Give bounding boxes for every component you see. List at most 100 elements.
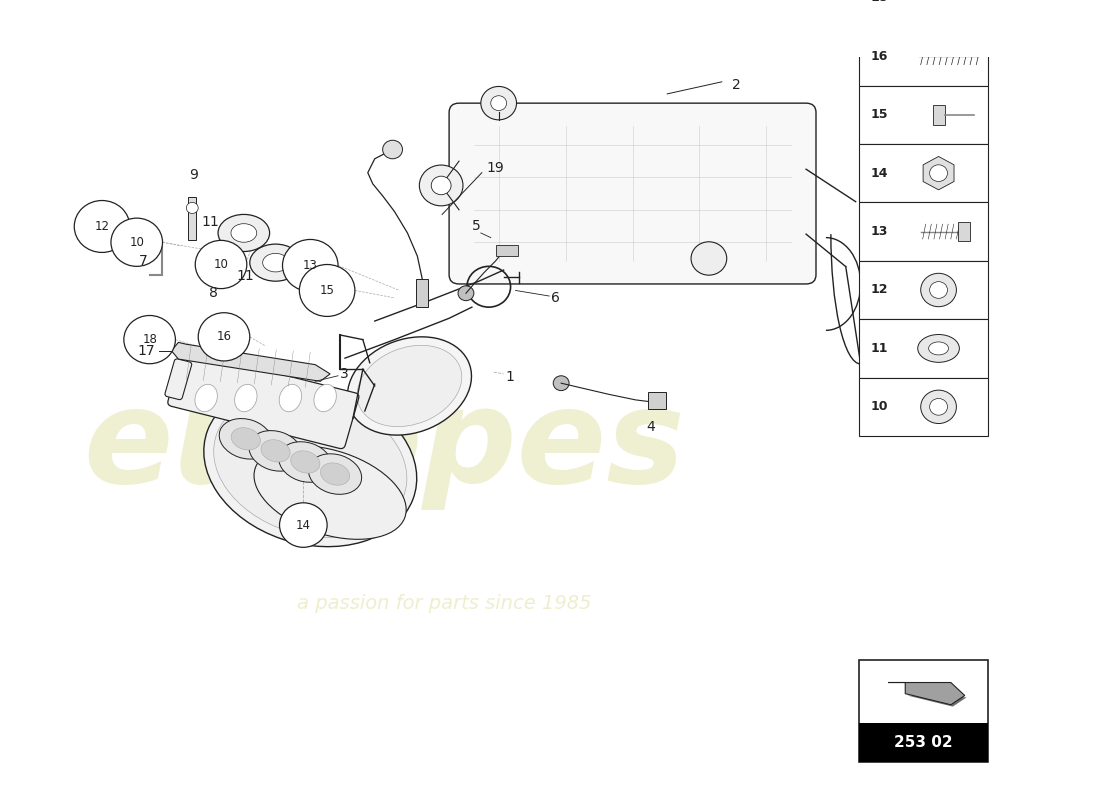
Ellipse shape (279, 384, 301, 412)
Text: 12: 12 (95, 220, 110, 233)
Circle shape (206, 259, 220, 272)
Circle shape (186, 202, 198, 214)
Ellipse shape (320, 463, 350, 486)
Polygon shape (923, 157, 954, 190)
Text: 6: 6 (551, 291, 560, 305)
Ellipse shape (928, 342, 948, 355)
Ellipse shape (254, 446, 406, 539)
Circle shape (921, 274, 956, 306)
Ellipse shape (348, 337, 472, 435)
Bar (417, 279, 428, 307)
Text: 18: 18 (142, 333, 157, 346)
Text: 7: 7 (139, 254, 147, 268)
Polygon shape (908, 695, 967, 706)
Circle shape (279, 503, 327, 547)
Text: 15: 15 (320, 284, 334, 297)
Text: 11: 11 (236, 269, 254, 282)
Circle shape (198, 313, 250, 361)
Circle shape (930, 282, 947, 298)
Bar (859, 202, 988, 261)
Bar (859, 261, 988, 319)
Ellipse shape (314, 384, 337, 412)
Bar (859, 378, 988, 436)
Ellipse shape (231, 428, 261, 450)
Ellipse shape (263, 254, 288, 272)
Text: 16: 16 (217, 330, 231, 343)
Ellipse shape (308, 454, 362, 494)
Ellipse shape (250, 244, 301, 281)
Text: 10: 10 (870, 400, 888, 414)
Ellipse shape (234, 384, 257, 412)
Text: 19: 19 (487, 161, 505, 175)
Circle shape (419, 165, 463, 206)
Polygon shape (958, 222, 970, 241)
FancyBboxPatch shape (165, 359, 191, 400)
Text: 10: 10 (130, 236, 144, 249)
Ellipse shape (218, 214, 270, 251)
Text: 10: 10 (213, 258, 229, 271)
Circle shape (75, 201, 130, 253)
Circle shape (431, 176, 451, 194)
Bar (859, 319, 988, 378)
Bar (859, 86, 988, 144)
Polygon shape (172, 342, 330, 382)
Circle shape (383, 140, 403, 158)
Circle shape (195, 240, 246, 289)
Text: 17: 17 (138, 344, 155, 358)
Text: 18: 18 (870, 0, 888, 5)
Circle shape (124, 315, 175, 364)
Bar (859, 722, 988, 762)
Ellipse shape (195, 384, 218, 412)
Text: 12: 12 (870, 283, 888, 297)
Text: 5: 5 (472, 219, 481, 233)
Bar (859, 659, 988, 762)
Bar (496, 245, 517, 256)
Text: 16: 16 (870, 50, 888, 63)
Ellipse shape (290, 451, 320, 473)
Text: 1: 1 (506, 370, 515, 384)
Text: 13: 13 (302, 259, 318, 272)
Polygon shape (889, 682, 965, 705)
Bar (859, 144, 988, 202)
Text: 3: 3 (340, 367, 349, 381)
Text: 253 02: 253 02 (894, 734, 953, 750)
Polygon shape (933, 105, 945, 125)
Text: 15: 15 (870, 108, 888, 122)
Circle shape (299, 265, 355, 317)
Ellipse shape (358, 346, 462, 426)
Ellipse shape (261, 440, 290, 462)
Ellipse shape (278, 442, 332, 482)
Ellipse shape (249, 430, 302, 471)
Text: 8: 8 (209, 286, 218, 300)
Text: 14: 14 (296, 518, 311, 531)
Ellipse shape (204, 383, 417, 546)
Ellipse shape (231, 224, 256, 242)
FancyBboxPatch shape (449, 103, 816, 284)
Ellipse shape (219, 418, 273, 459)
Circle shape (930, 398, 947, 415)
Text: a passion for parts since 1985: a passion for parts since 1985 (297, 594, 592, 614)
Circle shape (921, 390, 956, 423)
Text: 11: 11 (201, 215, 219, 229)
Ellipse shape (213, 392, 407, 538)
Bar (859, 27, 988, 86)
Circle shape (283, 239, 338, 291)
Circle shape (491, 96, 507, 110)
Text: 4: 4 (646, 420, 654, 434)
Bar (648, 393, 667, 409)
Text: 11: 11 (870, 342, 888, 355)
Polygon shape (188, 197, 196, 240)
Text: 9: 9 (189, 168, 198, 182)
FancyBboxPatch shape (168, 350, 359, 449)
Circle shape (691, 242, 727, 275)
Circle shape (458, 286, 474, 301)
Text: europes: europes (84, 382, 685, 510)
Bar (859, 0, 988, 27)
Text: 14: 14 (870, 166, 888, 180)
Circle shape (553, 376, 569, 390)
Circle shape (111, 218, 163, 266)
Circle shape (197, 250, 229, 280)
Text: 2: 2 (732, 78, 740, 92)
Text: 13: 13 (870, 225, 888, 238)
Ellipse shape (917, 334, 959, 362)
